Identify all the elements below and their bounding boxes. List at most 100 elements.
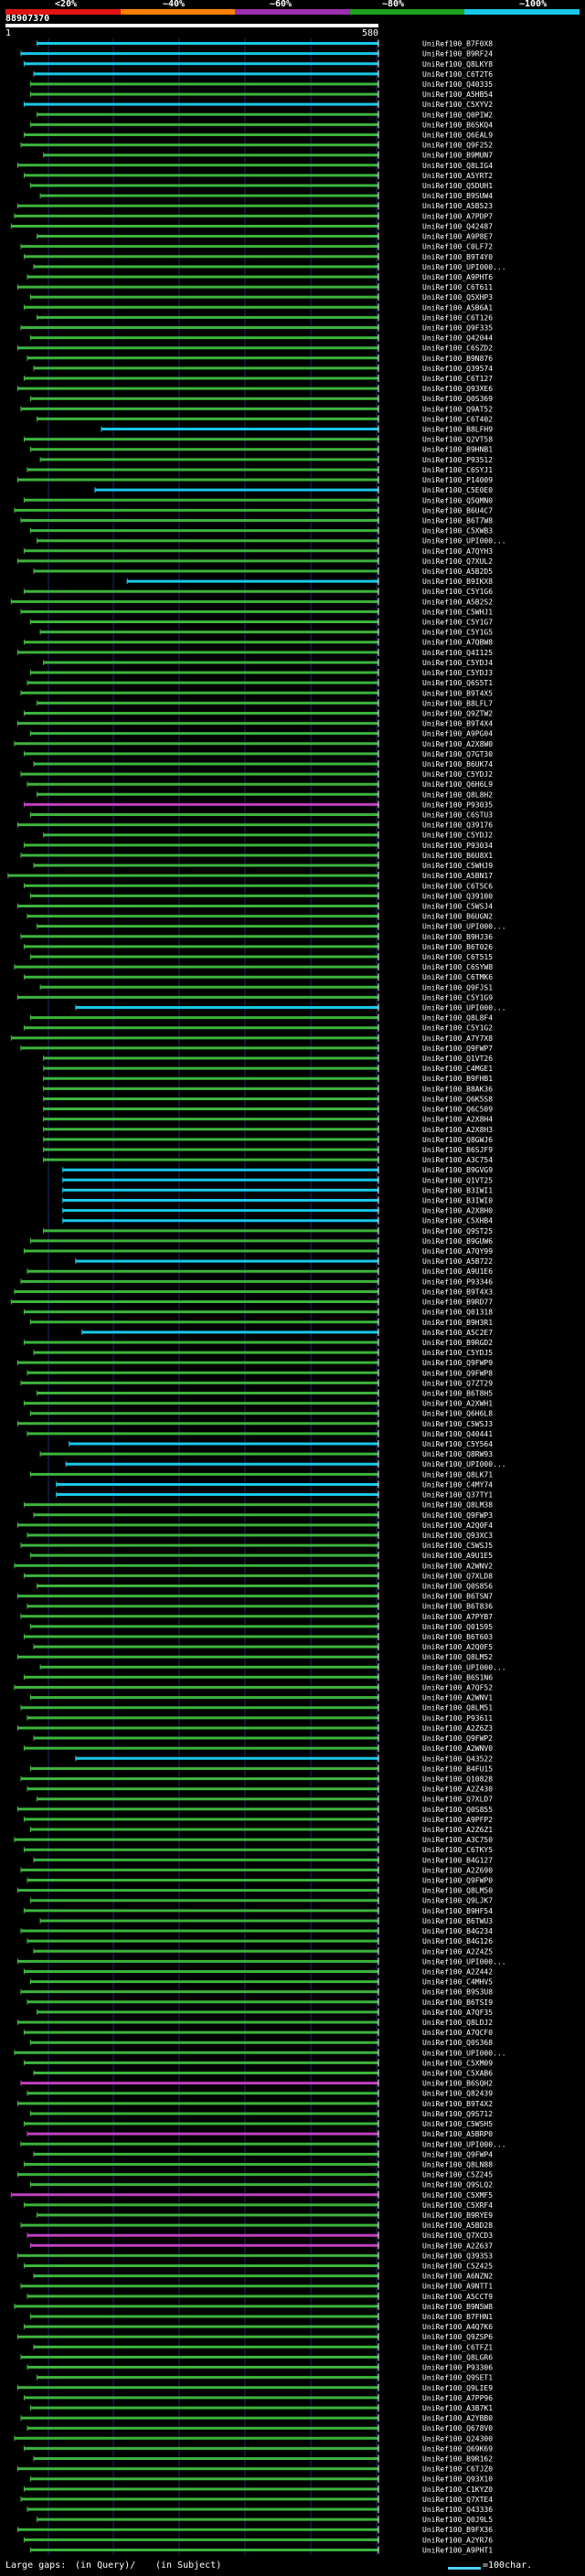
- hit-row[interactable]: UniRef100_B4G127: [33, 1856, 493, 1864]
- hit-label[interactable]: UniRef100_Q24300: [422, 2434, 493, 2443]
- hit-label[interactable]: UniRef100_P93346: [422, 1277, 493, 1286]
- hit-row[interactable]: UniRef100_Q678V0: [27, 2424, 493, 2433]
- hit-label[interactable]: UniRef100_C6T126: [422, 313, 493, 322]
- hit-label[interactable]: UniRef100_C5XYV2: [422, 101, 493, 109]
- hit-row[interactable]: UniRef100_Q2VT58: [23, 435, 493, 444]
- hit-row[interactable]: UniRef100_C5Y1G2: [23, 1023, 493, 1033]
- hit-label[interactable]: UniRef100_B9T4X3: [422, 1288, 493, 1296]
- hit-row[interactable]: UniRef100_C6SZD2: [16, 344, 493, 353]
- hit-label[interactable]: UniRef100_B9IKX8: [422, 578, 493, 586]
- hit-label[interactable]: UniRef100_B6SQH2: [422, 2080, 493, 2088]
- hit-row[interactable]: UniRef100_B9T4X5: [20, 689, 493, 697]
- hit-label[interactable]: UniRef100_B9GUW6: [422, 1237, 493, 1246]
- hit-row[interactable]: UniRef100_Q9FJS1: [39, 983, 493, 991]
- hit-label[interactable]: UniRef100_B8AK36: [422, 1085, 493, 1093]
- hit-label[interactable]: UniRef100_UPI000...: [422, 923, 506, 931]
- hit-label[interactable]: UniRef100_B9MUN7: [422, 152, 493, 160]
- hit-label[interactable]: UniRef100_A7QF52: [422, 1684, 493, 1692]
- hit-label[interactable]: UniRef100_B6UGN2: [422, 913, 493, 921]
- hit-label[interactable]: UniRef100_C5XAB6: [422, 2070, 493, 2078]
- hit-label[interactable]: UniRef100_Q6EAL9: [422, 131, 493, 139]
- hit-row[interactable]: UniRef100_A9PHT6: [27, 272, 493, 281]
- hit-label[interactable]: UniRef100_Q9F335: [422, 323, 493, 332]
- hit-label[interactable]: UniRef100_B8LFL7: [422, 699, 493, 707]
- hit-label[interactable]: UniRef100_UPI000...: [422, 1004, 506, 1012]
- hit-label[interactable]: UniRef100_B9RD77: [422, 1299, 493, 1307]
- hit-row[interactable]: UniRef100_Q6EAL9: [23, 131, 493, 139]
- hit-row[interactable]: UniRef100_C5WHJ1: [20, 608, 493, 616]
- hit-row[interactable]: UniRef100_B9T4X3: [14, 1288, 493, 1296]
- hit-label[interactable]: UniRef100_B6SKQ4: [422, 121, 493, 129]
- hit-label[interactable]: UniRef100_Q9FWP0: [422, 1877, 493, 1885]
- hit-row[interactable]: UniRef100_C6T402: [37, 415, 494, 423]
- hit-label[interactable]: UniRef100_C6TJZ0: [422, 2465, 493, 2474]
- hit-label[interactable]: UniRef100_C6T5C6: [422, 882, 493, 890]
- hit-row[interactable]: UniRef100_Q01595: [29, 1622, 493, 1631]
- hit-label[interactable]: UniRef100_Q8L8F4: [422, 1014, 493, 1023]
- hit-row[interactable]: UniRef100_Q1VT25: [62, 1176, 494, 1184]
- hit-row[interactable]: UniRef100_C6SYJ1: [27, 466, 493, 474]
- hit-row[interactable]: UniRef100_B6T026: [23, 942, 493, 951]
- hit-row[interactable]: UniRef100_B9T4Y0: [23, 252, 493, 261]
- hit-label[interactable]: UniRef100_Q82439: [422, 2090, 493, 2098]
- hit-row[interactable]: UniRef100_Q9ST25: [43, 1226, 494, 1235]
- hit-label[interactable]: UniRef100_B6T603: [422, 1633, 493, 1641]
- hit-label[interactable]: UniRef100_B9HJ36: [422, 933, 493, 941]
- hit-label[interactable]: UniRef100_Q678V0: [422, 2424, 493, 2433]
- hit-label[interactable]: UniRef100_B9HNB1: [422, 446, 493, 454]
- hit-row[interactable]: UniRef100_A5HB54: [29, 90, 493, 99]
- hit-label[interactable]: UniRef100_C5YDJ2: [422, 770, 493, 779]
- hit-row[interactable]: UniRef100_P93034: [23, 841, 493, 850]
- hit-label[interactable]: UniRef100_B9T4X2: [422, 2100, 493, 2108]
- hit-row[interactable]: UniRef100_B7FHN1: [29, 2313, 493, 2321]
- hit-row[interactable]: UniRef100_B6U4C7: [14, 506, 493, 514]
- hit-row[interactable]: UniRef100_A2Z430: [27, 1785, 493, 1794]
- hit-row[interactable]: UniRef100_C6STU3: [29, 811, 493, 820]
- hit-label[interactable]: UniRef100_Q40335: [422, 80, 493, 89]
- hit-label[interactable]: UniRef100_Q8RW93: [422, 1450, 493, 1458]
- hit-row[interactable]: UniRef100_B9IKX8: [126, 578, 493, 586]
- hit-label[interactable]: UniRef100_Q6C509: [422, 1106, 493, 1114]
- hit-row[interactable]: UniRef100_B6S1N6: [23, 1673, 493, 1681]
- hit-label[interactable]: UniRef100_Q9ST25: [422, 1227, 493, 1235]
- hit-label[interactable]: UniRef100_B9N876: [422, 355, 493, 363]
- hit-label[interactable]: UniRef100_C5XM09: [422, 2059, 493, 2067]
- hit-row[interactable]: UniRef100_C5YDJ2: [43, 831, 494, 840]
- hit-row[interactable]: UniRef100_Q8L8F4: [29, 1013, 493, 1023]
- hit-label[interactable]: UniRef100_UPI000...: [422, 2140, 506, 2148]
- hit-label[interactable]: UniRef100_Q39100: [422, 892, 493, 900]
- hit-label[interactable]: UniRef100_A6NZN2: [422, 2273, 493, 2281]
- hit-label[interactable]: UniRef100_B6T7W8: [422, 516, 493, 525]
- hit-label[interactable]: UniRef100_A2X8H0: [422, 1207, 493, 1215]
- hit-label[interactable]: UniRef100_B4G234: [422, 1927, 493, 1935]
- hit-row[interactable]: UniRef100_Q9SET1: [37, 2373, 494, 2382]
- hit-label[interactable]: UniRef100_A2X8W0: [422, 740, 493, 748]
- hit-label[interactable]: UniRef100_Q01318: [422, 1309, 493, 1317]
- hit-label[interactable]: UniRef100_Q9FWP8: [422, 1369, 493, 1377]
- hit-row[interactable]: UniRef100_UPI000...: [39, 1663, 506, 1671]
- hit-label[interactable]: UniRef100_C6TKY5: [422, 1846, 493, 1854]
- hit-label[interactable]: UniRef100_Q9SET1: [422, 2374, 493, 2382]
- hit-row[interactable]: UniRef100_Q8L8H2: [37, 790, 494, 799]
- hit-row[interactable]: UniRef100_Q0PIW2: [37, 111, 494, 119]
- hit-row[interactable]: UniRef100_B9FX36: [16, 2526, 493, 2534]
- hit-row[interactable]: UniRef100_A7PDP7: [14, 212, 493, 220]
- hit-row[interactable]: UniRef100_C6T126: [37, 313, 494, 322]
- hit-label[interactable]: UniRef100_C5Y1G7: [422, 619, 493, 627]
- hit-row[interactable]: UniRef100_C5YDJ3: [29, 669, 493, 677]
- hit-label[interactable]: UniRef100_B6TSN7: [422, 1593, 493, 1601]
- hit-label[interactable]: UniRef100_C5XMF5: [422, 2191, 493, 2200]
- hit-row[interactable]: UniRef100_A5BD28: [20, 2221, 493, 2230]
- hit-row[interactable]: UniRef100_Q7XLD7: [37, 1795, 494, 1804]
- hit-label[interactable]: UniRef100_A7PYB7: [422, 1613, 493, 1621]
- hit-label[interactable]: UniRef100_Q9LJK7: [422, 1897, 493, 1905]
- hit-label[interactable]: UniRef100_Q9FJS1: [422, 983, 493, 991]
- hit-row[interactable]: UniRef100_A2Z637: [29, 2242, 493, 2250]
- hit-label[interactable]: UniRef100_A2Q0F4: [422, 1521, 493, 1530]
- hit-label[interactable]: UniRef100_Q1VT25: [422, 1176, 493, 1184]
- hit-label[interactable]: UniRef100_Q7ZT29: [422, 1379, 493, 1387]
- hit-label[interactable]: UniRef100_C5WHJ1: [422, 608, 493, 616]
- hit-label[interactable]: UniRef100_C5WSJ3: [422, 1420, 493, 1428]
- hit-row[interactable]: UniRef100_A2X8H3: [43, 1125, 494, 1134]
- hit-row[interactable]: UniRef100_C5Y564: [69, 1440, 493, 1448]
